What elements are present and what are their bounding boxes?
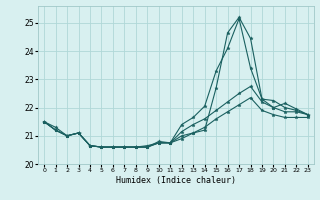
X-axis label: Humidex (Indice chaleur): Humidex (Indice chaleur): [116, 176, 236, 185]
